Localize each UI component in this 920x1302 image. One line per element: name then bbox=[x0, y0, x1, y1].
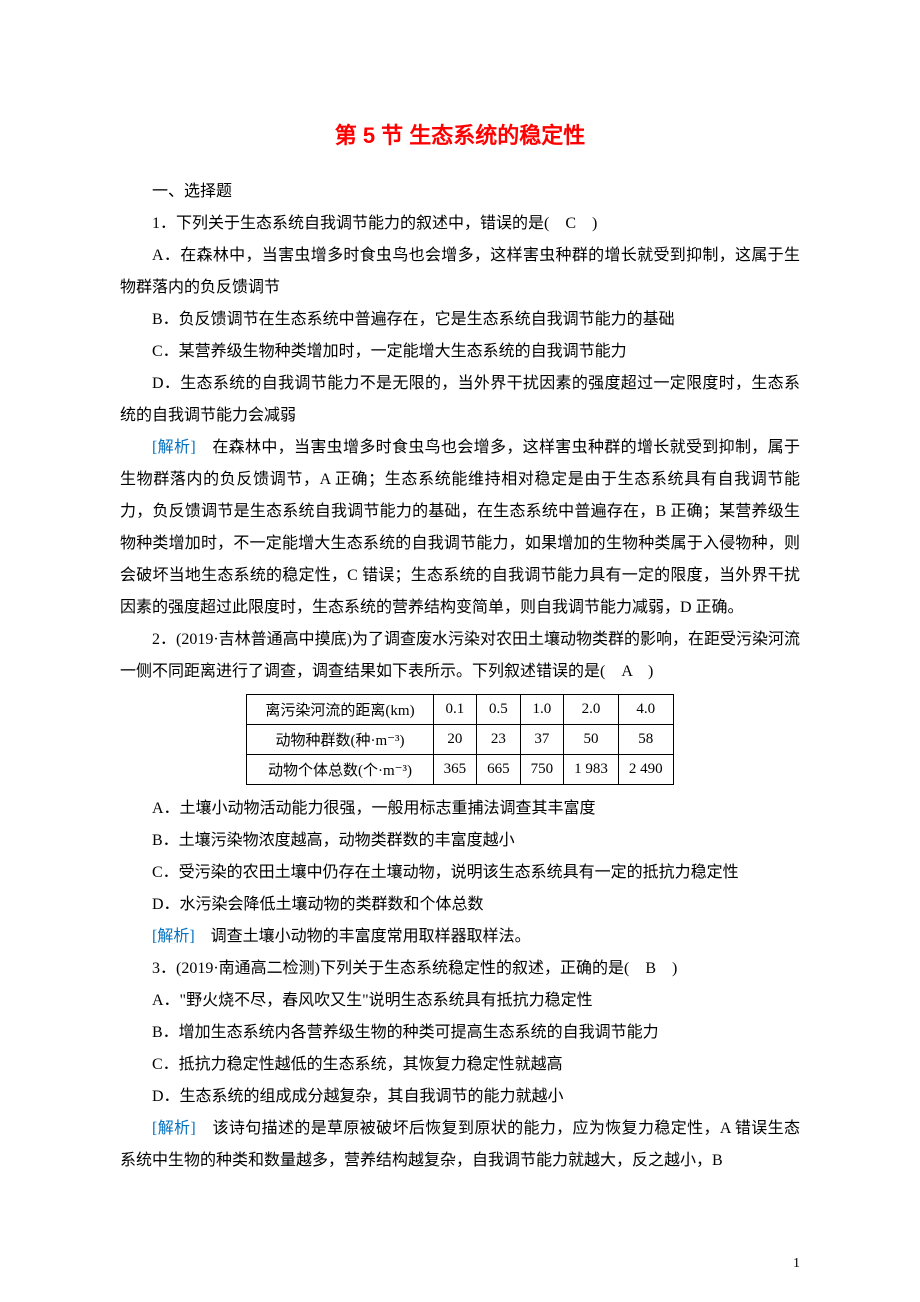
document-page: 第 5 节 生态系统的稳定性 一、选择题 1．下列关于生态系统自我调节能力的叙述… bbox=[0, 0, 920, 1302]
q3-option-a: A．"野火烧不尽，春风吹又生"说明生态系统具有抵抗力稳定性 bbox=[120, 985, 800, 1017]
cell: 2 490 bbox=[618, 755, 673, 785]
cell: 20 bbox=[433, 725, 477, 755]
q3-explanation-text: 该诗句描述的是草原被破坏后恢复到原状的能力，应为恢复力稳定性，A 错误生态系统中… bbox=[120, 1120, 800, 1169]
q3-option-d: D．生态系统的组成成分越复杂，其自我调节的能力就越小 bbox=[120, 1081, 800, 1113]
cell: 23 bbox=[477, 725, 521, 755]
q3-stem: 3．(2019·南通高二检测)下列关于生态系统稳定性的叙述，正确的是( B ) bbox=[120, 953, 800, 985]
cell: 1 983 bbox=[564, 755, 619, 785]
q2-stem: 2．(2019·吉林普通高中摸底)为了调查废水污染对农田土壤动物类群的影响，在距… bbox=[120, 624, 800, 688]
cell: 58 bbox=[618, 725, 673, 755]
q2-data-table: 离污染河流的距离(km) 0.1 0.5 1.0 2.0 4.0 动物种群数(种… bbox=[246, 694, 673, 785]
cell: 750 bbox=[520, 755, 564, 785]
q2-explanation-text: 调查土壤小动物的丰富度常用取样器取样法。 bbox=[195, 928, 531, 945]
q3-option-b: B．增加生态系统内各营养级生物的种类可提高生态系统的自我调节能力 bbox=[120, 1017, 800, 1049]
cell: 4.0 bbox=[618, 695, 673, 725]
q3-explanation: [解析] 该诗句描述的是草原被破坏后恢复到原状的能力，应为恢复力稳定性，A 错误… bbox=[120, 1113, 800, 1177]
q1-explanation: [解析] 在森林中，当害虫增多时食虫鸟也会增多，这样害虫种群的增长就受到抑制，属… bbox=[120, 432, 800, 624]
cell: 365 bbox=[433, 755, 477, 785]
table-row: 离污染河流的距离(km) 0.1 0.5 1.0 2.0 4.0 bbox=[247, 695, 673, 725]
q1-option-b: B．负反馈调节在生态系统中普遍存在，它是生态系统自我调节能力的基础 bbox=[120, 304, 800, 336]
q1-option-c: C．某营养级生物种类增加时，一定能增大生态系统的自我调节能力 bbox=[120, 336, 800, 368]
cell: 50 bbox=[564, 725, 619, 755]
q2-explanation: [解析] 调查土壤小动物的丰富度常用取样器取样法。 bbox=[120, 921, 800, 953]
cell: 1.0 bbox=[520, 695, 564, 725]
q2-option-b: B．土壤污染物浓度越高，动物类群数的丰富度越小 bbox=[120, 825, 800, 857]
cell: 665 bbox=[477, 755, 521, 785]
table-row: 动物种群数(种·m⁻³) 20 23 37 50 58 bbox=[247, 725, 673, 755]
jiexi-label: [解析] bbox=[152, 928, 195, 945]
q1-option-d: D．生态系统的自我调节能力不是无限的，当外界干扰因素的强度超过一定限度时，生态系… bbox=[120, 368, 800, 432]
cell: 0.1 bbox=[433, 695, 477, 725]
cell: 37 bbox=[520, 725, 564, 755]
cell-label: 离污染河流的距离(km) bbox=[247, 695, 433, 725]
q2-option-a: A．土壤小动物活动能力很强，一般用标志重捕法调查其丰富度 bbox=[120, 793, 800, 825]
cell-label: 动物个体总数(个·m⁻³) bbox=[247, 755, 433, 785]
q1-stem: 1．下列关于生态系统自我调节能力的叙述中，错误的是( C ) bbox=[120, 208, 800, 240]
q3-option-c: C．抵抗力稳定性越低的生态系统，其恢复力稳定性就越高 bbox=[120, 1049, 800, 1081]
table-row: 动物个体总数(个·m⁻³) 365 665 750 1 983 2 490 bbox=[247, 755, 673, 785]
q1-option-a: A．在森林中，当害虫增多时食虫鸟也会增多，这样害虫种群的增长就受到抑制，这属于生… bbox=[120, 240, 800, 304]
jiexi-label: [解析] bbox=[152, 439, 196, 456]
q2-option-d: D．水污染会降低土壤动物的类群数和个体总数 bbox=[120, 889, 800, 921]
cell: 0.5 bbox=[477, 695, 521, 725]
page-number: 1 bbox=[793, 1256, 800, 1272]
q1-explanation-text: 在森林中，当害虫增多时食虫鸟也会增多，这样害虫种群的增长就受到抑制，属于生物群落… bbox=[120, 439, 800, 616]
section-heading: 一、选择题 bbox=[120, 176, 800, 208]
jiexi-label: [解析] bbox=[152, 1120, 196, 1137]
doc-title: 第 5 节 生态系统的稳定性 bbox=[120, 118, 800, 150]
cell-label: 动物种群数(种·m⁻³) bbox=[247, 725, 433, 755]
q2-option-c: C．受污染的农田土壤中仍存在土壤动物，说明该生态系统具有一定的抵抗力稳定性 bbox=[120, 857, 800, 889]
cell: 2.0 bbox=[564, 695, 619, 725]
